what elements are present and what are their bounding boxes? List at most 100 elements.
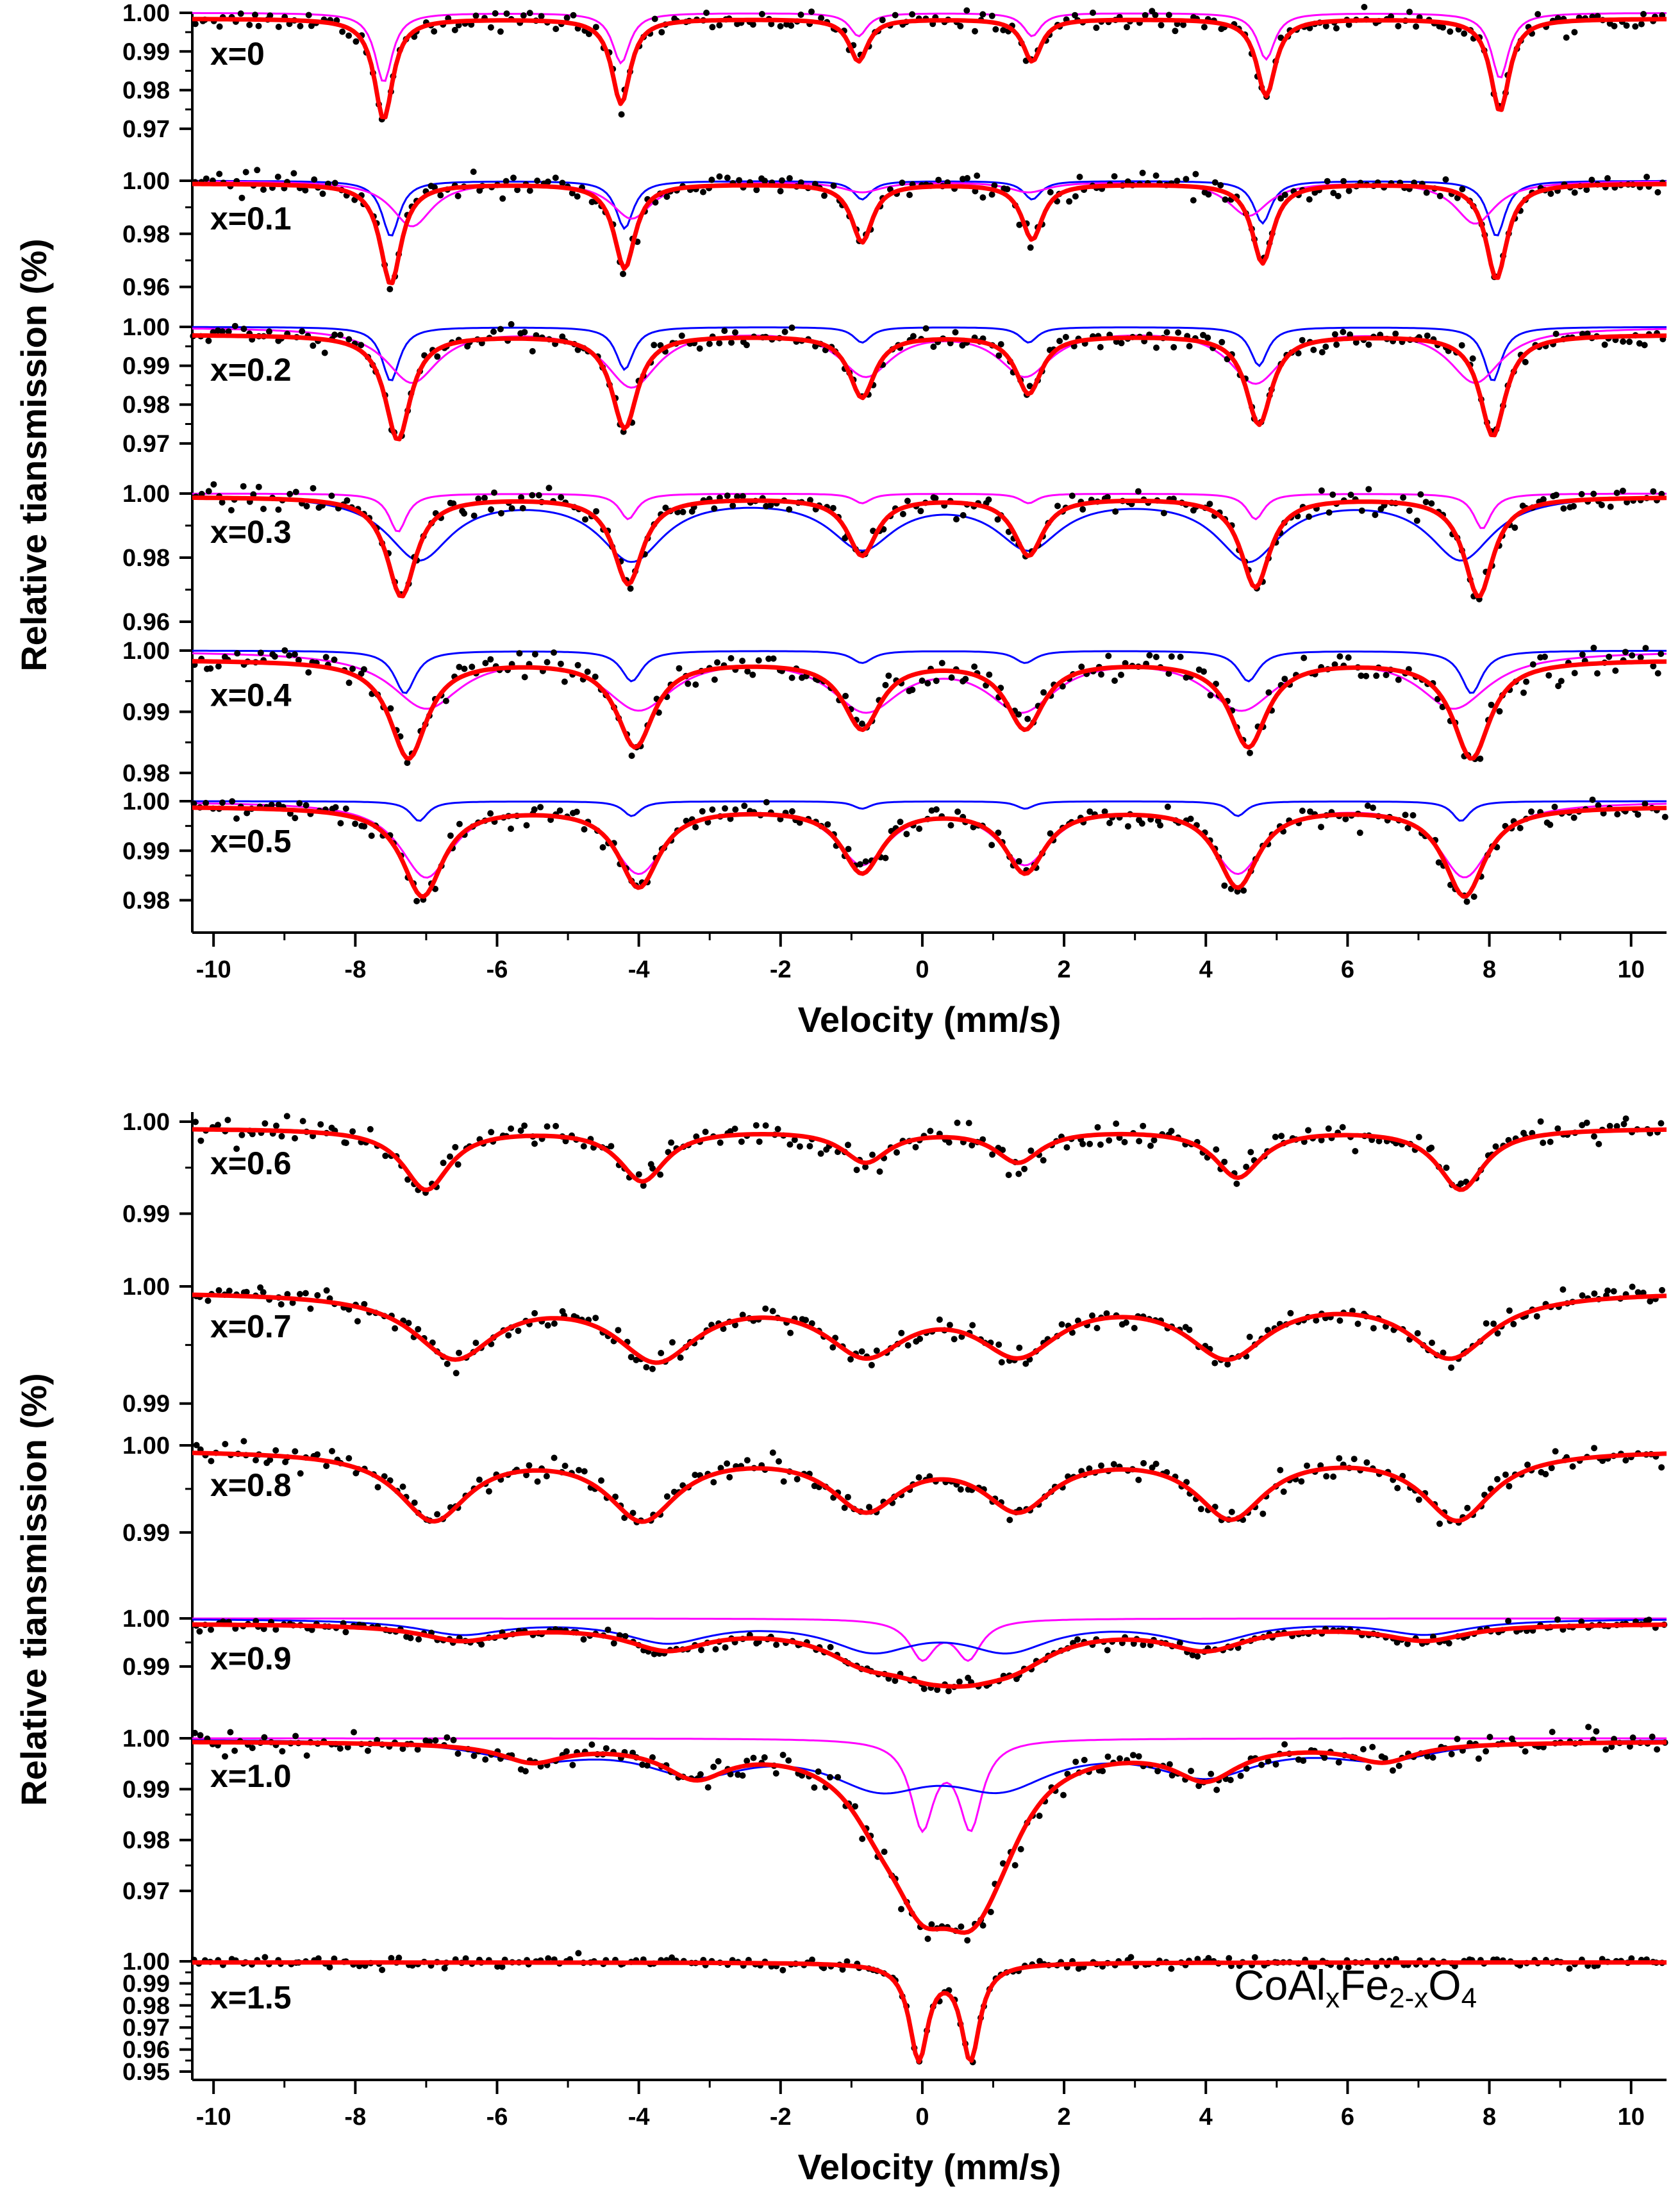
data-point [1393, 1639, 1401, 1646]
data-point [1021, 1165, 1028, 1172]
data-point [786, 1141, 794, 1148]
data-point [553, 1122, 560, 1129]
data-point [260, 1289, 267, 1296]
bottom-x-axis-title: Velocity (mm/s) [798, 2147, 1061, 2187]
data-point [1591, 1290, 1598, 1297]
data-point [1104, 1647, 1111, 1654]
data-point [508, 826, 514, 832]
data-point [1301, 654, 1308, 661]
data-point [1383, 672, 1390, 679]
data-point [1324, 178, 1331, 185]
data-point [1129, 1752, 1136, 1759]
data-point [716, 340, 723, 347]
data-point [1360, 1746, 1367, 1752]
data-point [453, 1370, 460, 1377]
data-point [227, 1729, 234, 1736]
data-point [714, 659, 720, 666]
data-point [345, 679, 353, 686]
data-point [1555, 683, 1562, 690]
data-point [711, 676, 718, 683]
data-point [963, 7, 970, 14]
data-point [237, 10, 244, 17]
track-x=0.1: 1.00 0.98 0.96 x=0.1 [122, 167, 1667, 301]
data-point [1218, 338, 1226, 345]
track-label: x=1.0 [210, 1758, 292, 1794]
data-point [947, 822, 954, 829]
data-point [1620, 1120, 1627, 1127]
data-point [1470, 893, 1477, 900]
data-point [499, 1963, 506, 1970]
data-point [1649, 1733, 1656, 1740]
data-point [662, 504, 669, 511]
data-point [1340, 178, 1347, 185]
data-point [894, 1149, 900, 1156]
data-point [574, 346, 581, 353]
data-point [337, 331, 344, 338]
data-point [1072, 12, 1078, 19]
x-tick-label: 6 [1341, 956, 1354, 983]
data-point [1528, 808, 1534, 815]
track-x=0.5: 1.00 0.99 0.98 x=0.5 [122, 788, 1668, 915]
data-point [1204, 334, 1211, 341]
data-point [216, 170, 223, 178]
data-point [697, 1771, 704, 1778]
data-point [780, 1478, 787, 1485]
y-tick-label: 0.98 [122, 78, 170, 104]
data-point [229, 798, 236, 805]
data-point [1330, 190, 1337, 197]
data-point [492, 10, 499, 17]
data-point [1402, 811, 1409, 819]
data-point [945, 1139, 952, 1146]
data-point [995, 352, 1002, 359]
data-point [1347, 492, 1354, 498]
data-point [936, 1316, 943, 1323]
data-point [956, 1678, 963, 1685]
fit-curve [192, 1127, 1667, 1192]
data-point [337, 1745, 344, 1752]
data-point [1000, 27, 1007, 33]
data-point [987, 1909, 994, 1915]
data-point [1281, 192, 1288, 198]
data-point [806, 1143, 813, 1150]
data-point [1152, 12, 1159, 19]
data-point [750, 1754, 757, 1761]
data-point [299, 1118, 306, 1125]
y-tick-label: 0.98 [122, 1993, 170, 2020]
data-point [1483, 1320, 1490, 1327]
data-point [699, 808, 706, 815]
data-point [231, 322, 238, 329]
data-point [856, 861, 863, 868]
data-point [1318, 1136, 1325, 1143]
data-point [1361, 4, 1368, 10]
data-point [505, 1332, 512, 1339]
track-label: x=0.5 [210, 824, 292, 860]
formula-part-coal: CoAl [1234, 1961, 1326, 2009]
data-point [657, 1171, 664, 1178]
data-point [1076, 174, 1083, 180]
data-point [1026, 383, 1033, 390]
data-point [215, 1122, 221, 1129]
data-point [1168, 1965, 1175, 1972]
data-point [191, 1729, 198, 1736]
data-point [1165, 12, 1172, 19]
data-point [729, 502, 736, 509]
data-point [399, 1483, 406, 1490]
data-point [208, 1458, 215, 1465]
data-point [233, 815, 240, 822]
y-tick-label: 1.00 [122, 481, 170, 508]
data-point [627, 585, 634, 592]
data-point [1040, 1157, 1047, 1164]
data-point [1658, 651, 1665, 658]
data-point [879, 17, 886, 24]
data-point [1547, 1138, 1554, 1145]
data-point [815, 1768, 822, 1775]
track-label: x=0.1 [210, 201, 292, 237]
data-point [1190, 197, 1197, 204]
data-point [272, 1626, 279, 1633]
data-point [1404, 824, 1411, 831]
data-point [499, 195, 506, 202]
data-point [827, 1643, 834, 1650]
data-point [1188, 1768, 1195, 1774]
data-point [898, 1329, 905, 1336]
subspectrum-magenta-line [192, 1617, 1667, 1662]
